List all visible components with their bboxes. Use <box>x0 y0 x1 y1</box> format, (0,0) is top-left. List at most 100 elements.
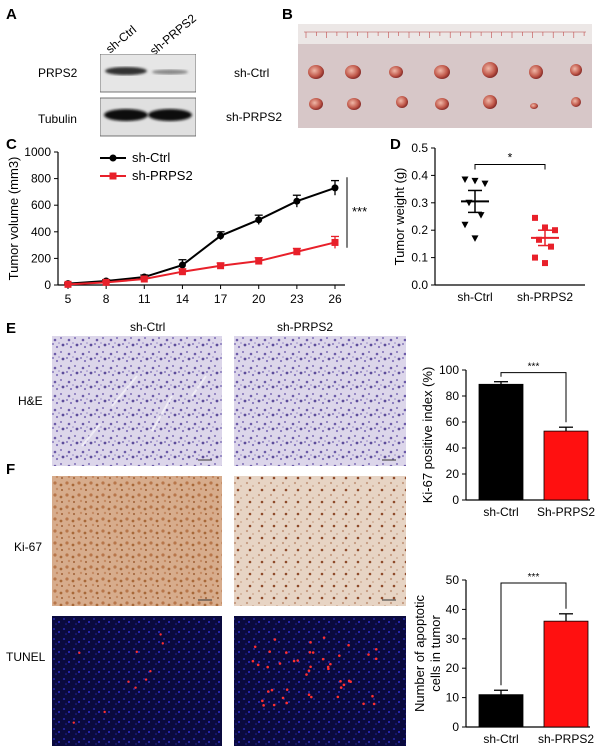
tunel-positive-cell <box>307 693 311 696</box>
y-tick-label: 0.5 <box>411 141 428 155</box>
panel-letter-b: B <box>282 6 293 23</box>
x-tick-label: 26 <box>328 292 342 306</box>
tunel-positive-cell <box>327 667 330 671</box>
data-point <box>461 176 469 184</box>
significance-bracket <box>474 163 546 170</box>
tunel-positive-cell <box>296 659 300 662</box>
x-tick-label: sh-Ctrl <box>457 290 492 304</box>
histo-row-label-ki67: Ki-67 <box>14 540 43 554</box>
histo-col-label-ctrl: sh-Ctrl <box>130 320 166 334</box>
tunel-positive-cell <box>307 669 311 673</box>
data-point <box>542 260 548 267</box>
y-tick-label: 0.0 <box>411 278 428 292</box>
tunel-positive-cell <box>321 657 325 661</box>
y-tick-label: 0 <box>452 493 459 507</box>
y-tick-label: 600 <box>31 198 51 212</box>
y-tick-label: 200 <box>31 251 51 265</box>
data-point <box>178 268 186 276</box>
significance-label: * <box>508 150 513 164</box>
tunel-positive-cell <box>336 695 340 699</box>
tunel-positive-cell <box>342 683 346 687</box>
bar <box>478 694 524 728</box>
tunel-positive-cell <box>310 695 313 699</box>
y-tick-label: 0.1 <box>411 251 428 265</box>
panel-letter-e: E <box>6 320 17 337</box>
tumor-row-label-prps2: sh-PRPS2 <box>226 110 283 124</box>
tunel-positive-cell <box>135 650 138 654</box>
tunel-positive-cell <box>270 688 274 692</box>
tunel-positive-cell <box>329 662 332 666</box>
tumor-weight-chart: 0.0 0.1 0.2 0.3 0.4 0.5 sh-Ctrl sh-PRPS2 Tumor w… <box>392 141 585 304</box>
tunel-positive-cell <box>281 696 285 700</box>
tunel-positive-cell <box>292 659 296 663</box>
histo-col-label-prps2: sh-PRPS2 <box>277 320 334 334</box>
y-axis-label-line1: Number of apoptotic <box>412 594 427 712</box>
series-line <box>67 186 336 285</box>
x-tick-label: sh-Ctrl <box>483 505 518 519</box>
data-point <box>471 177 479 185</box>
tumor-photo <box>298 24 592 128</box>
data-point <box>471 235 479 242</box>
tunel-positive-cell <box>266 665 269 669</box>
x-tick-label: 11 <box>138 292 151 306</box>
significance-bracket <box>500 372 567 423</box>
tunel-positive-cell <box>134 686 137 689</box>
y-tick-label: 40 <box>446 602 460 616</box>
tunel-positive-cell <box>367 653 370 656</box>
tunel-positive-cell <box>285 688 289 691</box>
y-axis-label-line2: cells in tumor <box>428 615 443 692</box>
x-tick-label: 14 <box>176 292 190 306</box>
x-tick-label: 23 <box>290 292 304 306</box>
legend-label: sh-Ctrl <box>132 150 170 165</box>
tunel-positive-cell <box>347 643 350 647</box>
blot-row-label-prps2: PRPS2 <box>38 66 78 80</box>
tunel-positive-cell <box>272 703 276 707</box>
data-point <box>548 243 554 250</box>
y-tick-label: 0 <box>44 278 51 292</box>
data-point <box>178 261 186 269</box>
tunel-positive-cell <box>372 702 376 706</box>
band-tubulin-ctrl <box>104 109 148 121</box>
tunel-positive-cell <box>266 690 270 693</box>
y-axis-label: Tumor weight (g) <box>392 168 407 266</box>
tunel-positive-cell <box>262 704 265 707</box>
y-tick-label: 400 <box>31 225 51 239</box>
blot-col-label-prps2: sh-PRPS2 <box>147 11 199 58</box>
y-tick-label: 800 <box>31 172 51 186</box>
tunel-positive-cell <box>261 699 264 703</box>
tunel-positive-cell <box>72 721 75 724</box>
band-tubulin-sh <box>148 109 192 121</box>
data-point <box>255 216 263 224</box>
y-tick-label: 60 <box>446 415 460 429</box>
y-tick-label: 30 <box>446 632 460 646</box>
y-tick-label: 50 <box>446 573 460 587</box>
tunel-positive-cell <box>371 694 374 698</box>
x-tick-label: sh-PRPS2 <box>517 290 573 304</box>
tunel-positive-cell <box>273 638 277 641</box>
significance-label: *** <box>528 362 540 373</box>
tunel-positive-cell <box>256 663 260 667</box>
y-tick-label: 40 <box>446 441 460 455</box>
data-point <box>461 221 469 229</box>
legend-marker <box>109 172 117 180</box>
tunel-positive-cell <box>285 701 288 705</box>
x-tick-label: 20 <box>252 292 266 306</box>
series-line <box>67 241 336 286</box>
band-prps2-ctrl <box>105 67 147 75</box>
tunel-positive-cell <box>127 680 130 683</box>
x-tick-label: Sh-PRPS2 <box>537 505 595 519</box>
tunel-positive-cell <box>251 659 255 663</box>
tunel-positive-cell <box>305 673 308 676</box>
data-point <box>293 197 301 205</box>
histo-row-label-he: H&E <box>18 394 43 408</box>
bar <box>478 383 524 501</box>
data-point <box>331 238 339 246</box>
data-point <box>64 280 72 288</box>
significance-label: *** <box>528 572 540 583</box>
y-tick-label: 20 <box>446 467 460 481</box>
data-point <box>532 214 538 221</box>
y-axis-label: Tumor volume (mm3) <box>6 157 21 281</box>
tunel-positive-cell <box>322 636 326 639</box>
histo-row-label-tunel: TUNEL <box>6 650 46 664</box>
band-prps2-sh <box>152 69 188 75</box>
